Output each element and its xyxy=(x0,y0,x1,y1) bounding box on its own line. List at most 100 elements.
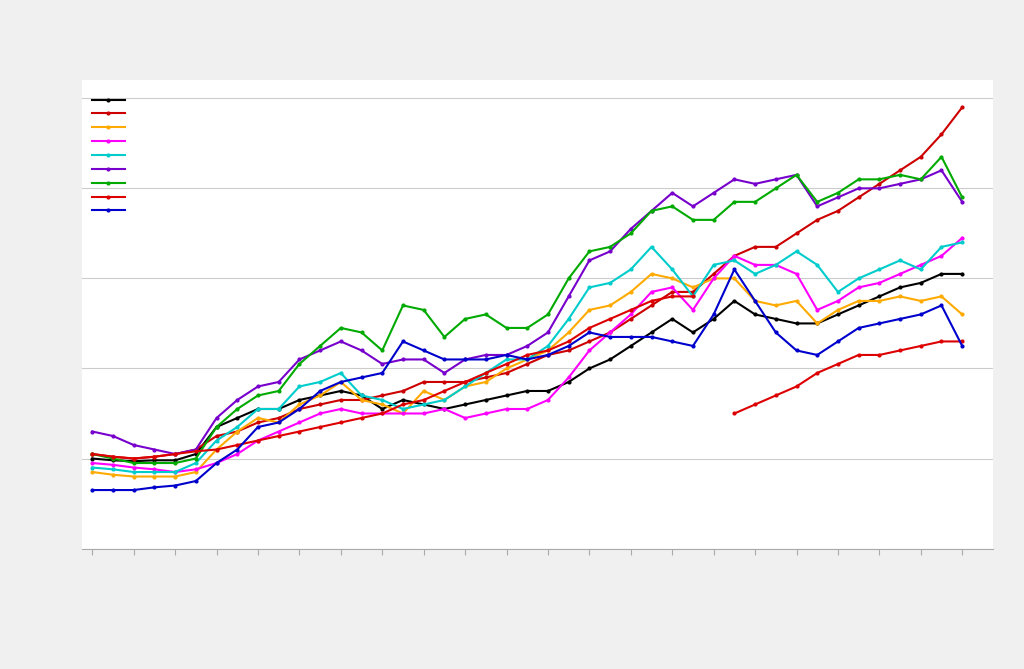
ドイツ xyxy=(562,274,574,282)
韓国 xyxy=(604,328,616,337)
OECD平均 xyxy=(86,454,98,462)
イタリア xyxy=(770,302,782,310)
日本 xyxy=(418,347,430,355)
イギリス xyxy=(459,383,471,391)
韓国 xyxy=(231,427,244,436)
日本 xyxy=(231,446,244,454)
Line: フランス: フランス xyxy=(90,169,965,456)
日本 xyxy=(935,302,947,310)
アメリカ xyxy=(314,423,327,431)
カナダ xyxy=(355,409,368,417)
フランス xyxy=(231,396,244,404)
イギリス xyxy=(894,256,906,264)
日本 xyxy=(293,405,305,413)
ドイツ xyxy=(231,405,244,413)
韓国 xyxy=(479,373,492,381)
ドイツ xyxy=(666,202,678,210)
アメリカ xyxy=(397,401,410,409)
カナダ xyxy=(956,234,969,242)
カナダ xyxy=(293,419,305,427)
イギリス xyxy=(189,459,202,467)
イタリア xyxy=(252,414,264,422)
フランス xyxy=(791,171,803,179)
韓国 xyxy=(770,243,782,251)
OECD平均 xyxy=(189,450,202,458)
アメリカ xyxy=(106,453,119,461)
韓国 xyxy=(542,351,554,359)
イタリア xyxy=(894,292,906,300)
アメリカ xyxy=(501,360,513,368)
アメリカ xyxy=(86,450,98,458)
OECD平均 xyxy=(501,391,513,399)
イギリス xyxy=(397,405,410,413)
日本 xyxy=(521,355,534,363)
ドイツ xyxy=(625,229,637,237)
韓国 xyxy=(791,229,803,237)
イタリア xyxy=(914,297,927,305)
OECD平均 xyxy=(728,297,740,305)
日本 xyxy=(728,266,740,274)
イタリア xyxy=(293,401,305,409)
カナダ xyxy=(335,405,347,413)
OECD平均 xyxy=(293,396,305,404)
日本 xyxy=(645,333,657,341)
フランス xyxy=(831,193,844,201)
アメリカ xyxy=(169,450,181,458)
イタリア xyxy=(272,419,285,427)
フランス xyxy=(645,207,657,215)
イタリア xyxy=(438,396,451,404)
イタリア xyxy=(956,310,969,318)
イタリア xyxy=(935,292,947,300)
ドイツ xyxy=(355,328,368,337)
韓国 xyxy=(894,167,906,175)
アメリカ xyxy=(625,306,637,314)
イタリア xyxy=(418,387,430,395)
イギリス xyxy=(521,355,534,363)
Line: 韓国: 韓国 xyxy=(90,105,965,460)
カナダ xyxy=(397,409,410,417)
ドイツ xyxy=(272,387,285,395)
韓国 xyxy=(438,378,451,386)
韓国 xyxy=(169,450,181,458)
イタリア xyxy=(542,347,554,355)
ドイツ xyxy=(749,198,761,206)
Line: ドイツ: ドイツ xyxy=(90,155,965,465)
Legend: OECD平均, 韓国, イタリア, カナダ, イギリス, フランス, ドイツ, アメリカ, 日本: OECD平均, 韓国, イタリア, カナダ, イギリス, フランス, ドイツ, … xyxy=(86,90,216,220)
ドイツ xyxy=(397,302,410,310)
イタリア xyxy=(459,383,471,391)
イタリア xyxy=(169,472,181,480)
OECD平均 xyxy=(604,355,616,363)
イギリス xyxy=(148,468,161,476)
ドイツ xyxy=(106,454,119,462)
フランス xyxy=(169,450,181,458)
OECD平均 xyxy=(521,387,534,395)
韓国 xyxy=(584,337,596,345)
日本 xyxy=(811,351,823,359)
フランス xyxy=(397,355,410,363)
OECD平均 xyxy=(687,328,699,337)
カナダ xyxy=(914,261,927,269)
フランス xyxy=(293,355,305,363)
韓国 xyxy=(914,153,927,161)
イタリア xyxy=(106,471,119,479)
カナダ xyxy=(314,409,327,417)
OECD平均 xyxy=(231,414,244,422)
カナダ xyxy=(666,284,678,292)
OECD平均 xyxy=(956,270,969,278)
韓国 xyxy=(625,315,637,323)
日本 xyxy=(853,324,865,332)
ドイツ xyxy=(293,360,305,368)
カナダ xyxy=(708,274,720,282)
OECD平均 xyxy=(645,328,657,337)
フランス xyxy=(106,432,119,440)
イタリア xyxy=(479,378,492,386)
カナダ xyxy=(376,409,388,417)
イギリス xyxy=(128,468,140,476)
韓国 xyxy=(811,216,823,224)
日本 xyxy=(791,347,803,355)
韓国 xyxy=(106,453,119,461)
日本 xyxy=(376,369,388,377)
OECD平均 xyxy=(376,405,388,413)
フランス xyxy=(542,328,554,337)
イギリス xyxy=(728,256,740,264)
